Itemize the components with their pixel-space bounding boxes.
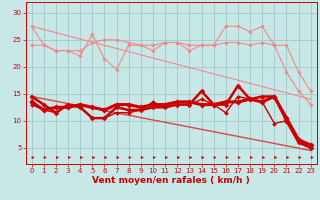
X-axis label: Vent moyen/en rafales ( km/h ): Vent moyen/en rafales ( km/h ) <box>92 176 250 185</box>
